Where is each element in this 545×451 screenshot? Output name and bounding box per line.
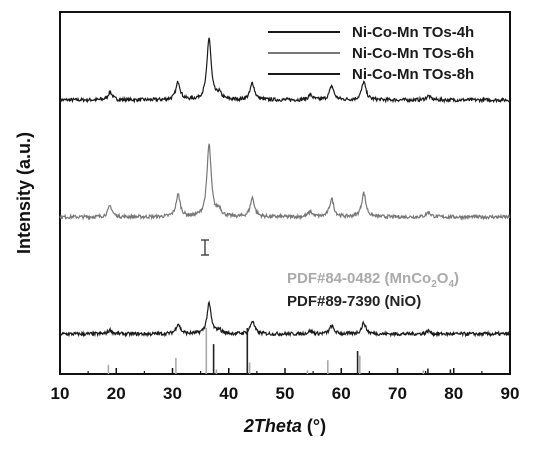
ref-label-mnco2o4-end: ) [454,270,459,287]
ref-label-mnco2o4-sub2: 4 [448,279,454,290]
x-ticks-layer: 10 20 30 40 50 60 70 80 90 [51,368,520,403]
x-axis-title: 2Theta (°) [243,416,326,436]
x-tick-label-70: 70 [388,384,407,403]
legend-item-6h: Ni-Co-Mn TOs-6h [268,45,474,62]
x-tick-label-50: 50 [276,384,295,403]
reference-lines-layer [107,328,452,374]
legend-item-4h: Ni-Co-Mn TOs-4h [268,24,474,41]
error-bar-marker [201,239,209,256]
x-tick-label-20: 20 [107,384,126,403]
x-tick-label-10: 10 [51,384,70,403]
series-layer [59,37,511,338]
x-axis-title-italic: 2Theta [243,416,302,436]
series-line-1 [59,37,511,104]
legend-label-4h: Ni-Co-Mn TOs-4h [352,24,474,41]
ref-label-mnco2o4-sub1: 2 [431,279,437,290]
legend-item-8h: Ni-Co-Mn TOs-8h [268,66,474,83]
x-axis-title-unit: (°) [302,416,326,436]
legend-label-8h: Ni-Co-Mn TOs-8h [352,66,474,83]
x-tick-label-60: 60 [332,384,351,403]
x-tick-label-80: 80 [444,384,463,403]
series-line-3 [59,300,511,338]
legend-label-6h: Ni-Co-Mn TOs-6h [352,45,474,62]
ref-label-mnco2o4-main: PDF#84-0482 (MnCo [287,270,431,287]
ref-label-mnco2o4: PDF#84-0482 (MnCo2O4) [287,270,459,290]
x-tick-label-40: 40 [219,384,238,403]
legend: Ni-Co-Mn TOs-4h Ni-Co-Mn TOs-6h Ni-Co-Mn… [268,24,474,83]
ref-label-nio: PDF#89-7390 (NiO) [287,293,421,310]
plot-area: 10 20 30 40 50 60 70 80 90 [51,11,520,403]
x-tick-label-90: 90 [501,384,520,403]
x-tick-label-30: 30 [163,384,182,403]
series-line-2 [59,143,510,221]
ref-label-mnco2o4-mid: O [437,270,449,287]
y-axis-title: Intensity (a.u.) [14,132,34,254]
